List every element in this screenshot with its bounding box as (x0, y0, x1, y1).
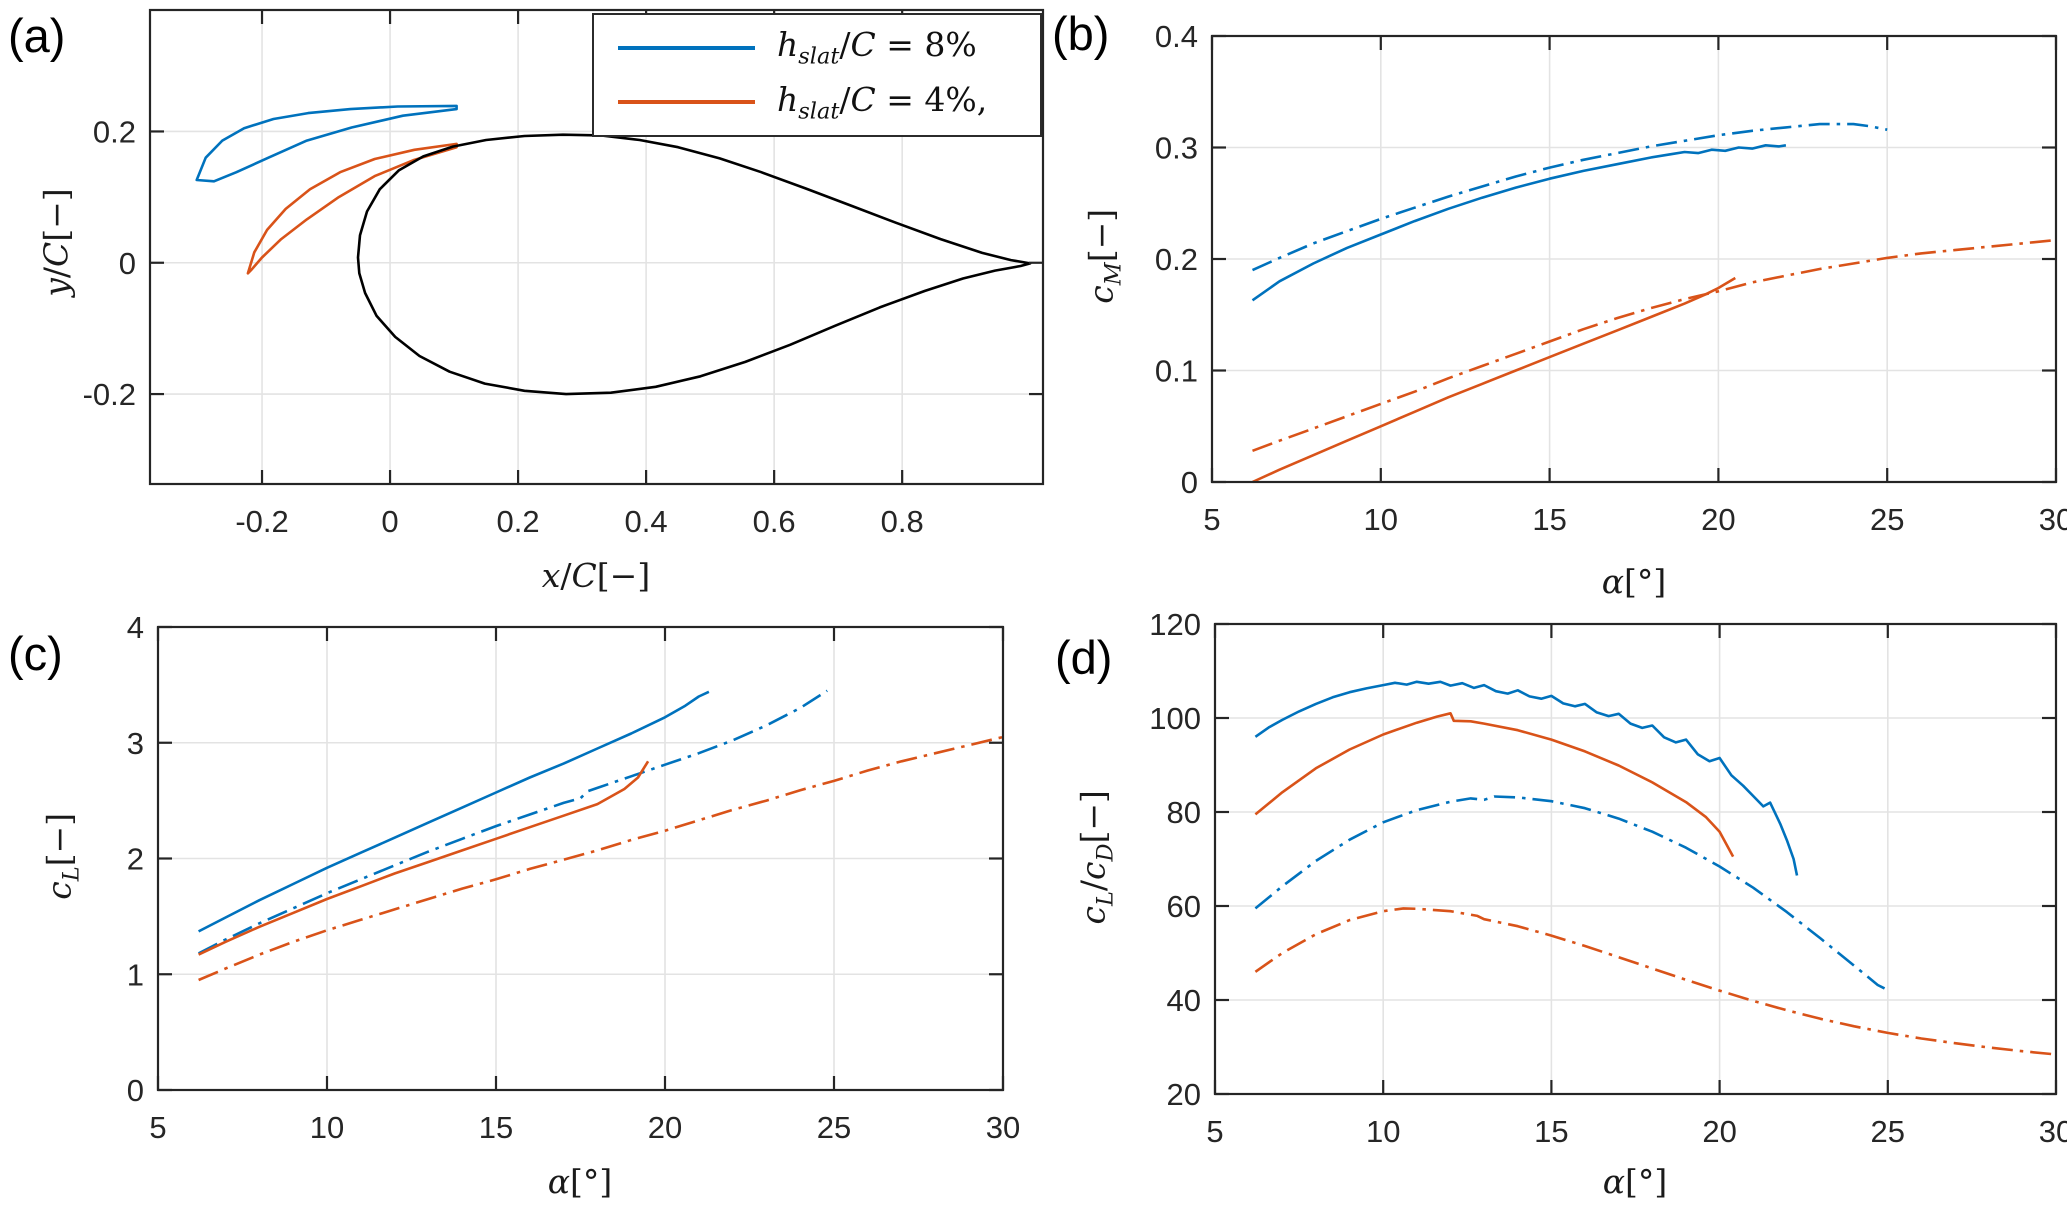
x-tick-label: 10 (1364, 502, 1398, 537)
legend-entry-4pct: hslat/C = 4%, (594, 80, 1040, 125)
y-tick-label: 2 (127, 842, 144, 877)
series-cLcD-hslat8-solid (1254, 680, 1799, 876)
panel-d-xlabel: α[°] (1602, 1162, 1668, 1201)
y-tick-label: 3 (127, 726, 144, 761)
series-cM-hslat8-solid (1251, 144, 1787, 302)
x-tick-label: 15 (479, 1110, 513, 1145)
panel-a-ylabel: y/C[−] (36, 188, 76, 297)
x-tick-label: 25 (1871, 1114, 1905, 1149)
y-tick-label: 0 (127, 1073, 144, 1108)
x-tick-label: -0.2 (235, 504, 288, 539)
x-tick-label: 20 (1701, 502, 1735, 537)
x-tick-label: 0.8 (881, 504, 924, 539)
panel-b-ylabel: cM[−] (1081, 208, 1127, 304)
panel-c-plot: 5 10 15 20 25 30 0 1 2 3 4 (127, 610, 1020, 1145)
x-tick-label: 30 (986, 1110, 1020, 1145)
panel-d-ylabel: cL/cD[−] (1073, 790, 1119, 925)
x-tick-label: 0.4 (625, 504, 668, 539)
y-tick-label: 0.4 (1155, 19, 1198, 54)
series-cLcD-hslat4-dashdot (1254, 907, 2057, 1056)
legend-entry-8pct: hslat/C = 8% (594, 25, 1040, 70)
panel-c-xlabel: α[°] (547, 1162, 613, 1201)
series-main-airfoil (356, 133, 1032, 396)
series-cLcD-hslat8-dashdot (1254, 795, 1889, 992)
panel-b-plot: 5 10 15 20 25 30 0 0.1 0.2 0.3 0.4 (1155, 19, 2067, 537)
x-tick-label: 5 (1203, 502, 1220, 537)
x-tick-label: 30 (2039, 502, 2067, 537)
x-tick-label: 30 (2039, 1114, 2067, 1149)
legend-line-sample (618, 100, 755, 105)
axes-frame (1213, 622, 2058, 1096)
y-tick-label: -0.2 (83, 377, 136, 412)
y-tick-label: 0.2 (1155, 242, 1198, 277)
panel-b-label: (b) (1052, 7, 1110, 60)
series-cLcD-hslat4-solid (1254, 712, 1735, 858)
x-tick-label: 0 (381, 504, 398, 539)
legend-entry-label: hslat/C = 8% (777, 25, 977, 70)
series-cL-hslat8-dashdot (198, 689, 828, 955)
panel-c-label: (c) (8, 627, 63, 680)
y-tick-label: 0 (119, 246, 136, 281)
x-tick-label: 0.6 (753, 504, 796, 539)
panel-a-label: (a) (8, 9, 66, 62)
x-tick-label: 20 (648, 1110, 682, 1145)
series-cM-hslat4-solid (1251, 276, 1736, 484)
panel-c-ylabel: cL[−] (39, 812, 85, 900)
x-tick-label: 25 (1870, 502, 1904, 537)
y-tick-label: 0.3 (1155, 131, 1198, 166)
x-tick-label: 5 (1206, 1114, 1223, 1149)
y-tick-label: 100 (1149, 701, 1201, 736)
series-cM-hslat8-dashdot (1251, 122, 1888, 272)
axes-frame (148, 8, 1045, 486)
x-tick-label: 20 (1702, 1114, 1736, 1149)
series-slat-8pct-geometry (195, 104, 458, 183)
x-tick-label: 10 (310, 1110, 344, 1145)
legend-entry-label: hslat/C = 4%, (777, 80, 988, 125)
series-cM-hslat4-dashdot (1252, 238, 2057, 453)
y-tick-label: 1 (127, 957, 144, 992)
y-tick-label: 120 (1149, 607, 1201, 642)
y-tick-label: 60 (1167, 889, 1201, 924)
panel-b-xlabel: α[°] (1601, 562, 1667, 601)
legend-box: hslat/C = 8% hslat/C = 4%, (592, 13, 1042, 137)
panel-d-label: (d) (1055, 631, 1113, 684)
panel-d-plot: 5 10 15 20 25 30 20 40 60 80 100 120 (1149, 607, 2067, 1149)
x-tick-label: 0.2 (497, 504, 540, 539)
y-tick-label: 0.2 (93, 114, 136, 149)
legend-line-sample (618, 45, 755, 50)
x-tick-label: 15 (1534, 1114, 1568, 1149)
y-tick-label: 80 (1167, 795, 1201, 830)
x-tick-label: 15 (1532, 502, 1566, 537)
series-cL-hslat4-dashdot (198, 735, 1004, 982)
y-tick-label: 20 (1167, 1077, 1201, 1112)
y-tick-label: 0 (1181, 465, 1198, 500)
series-slat-4pct-geometry (246, 142, 458, 275)
y-tick-label: 0.1 (1155, 354, 1198, 389)
y-tick-label: 40 (1167, 983, 1201, 1018)
x-tick-label: 10 (1366, 1114, 1400, 1149)
x-tick-label: 5 (149, 1110, 166, 1145)
series-cL-hslat4-solid (198, 760, 650, 956)
series-cL-hslat8-solid (198, 690, 710, 933)
y-tick-label: 4 (127, 610, 144, 645)
panel-a-xlabel: x/C[−] (541, 556, 651, 595)
x-tick-label: 25 (817, 1110, 851, 1145)
